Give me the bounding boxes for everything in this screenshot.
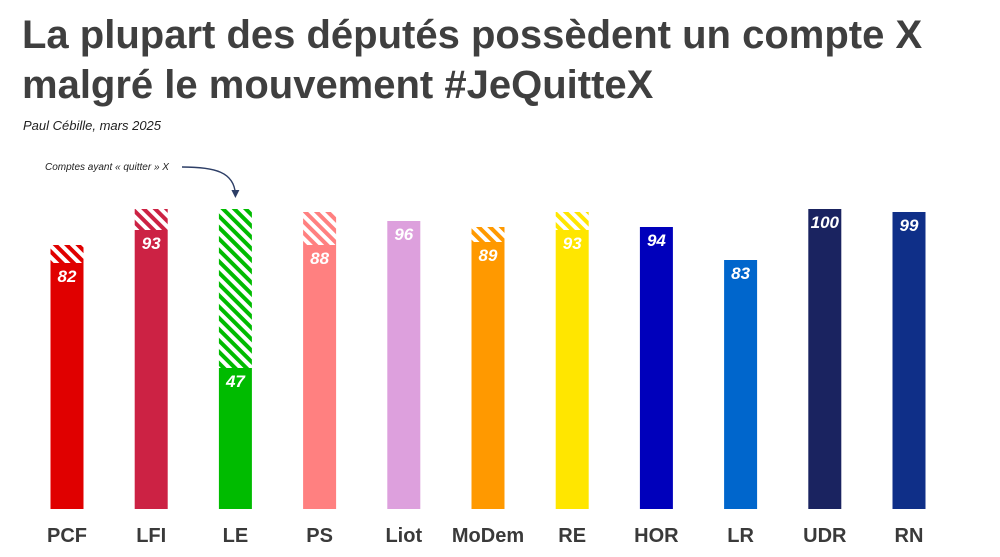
- value-label-modem: 89: [479, 246, 498, 265]
- value-label-lfi: 93: [142, 234, 161, 253]
- bar-quit-le: [218, 209, 252, 368]
- category-label-modem: MoDem: [452, 525, 524, 547]
- annotation-text: Comptes ayant « quitter » X: [45, 162, 169, 173]
- chart-subtitle: Paul Cébille, mars 2025: [23, 118, 162, 133]
- bar-hor: [639, 227, 673, 509]
- bar-lr: [724, 260, 758, 509]
- category-label-udr: UDR: [803, 525, 847, 547]
- bar-quit-lfi: [134, 209, 168, 230]
- bar-quit-modem: [471, 227, 505, 242]
- value-label-lr: 83: [731, 264, 750, 283]
- value-label-liot: 96: [394, 225, 413, 244]
- bar-quit-ps: [303, 212, 337, 245]
- category-label-ps: PS: [306, 525, 333, 547]
- chart-title-line-2: malgré le mouvement #JeQuitteX: [22, 63, 654, 107]
- bar-pcf: [50, 263, 84, 509]
- category-label-liot: Liot: [385, 525, 422, 547]
- annotation-arrow-head: [231, 190, 240, 198]
- bar-re: [555, 230, 589, 509]
- annotation-arrow-line: [181, 166, 237, 195]
- category-label-re: RE: [558, 525, 586, 547]
- value-label-udr: 100: [811, 213, 840, 232]
- bar-le: [218, 368, 252, 509]
- category-label-rn: RN: [895, 525, 924, 547]
- value-label-rn: 99: [900, 216, 919, 235]
- bar-liot: [387, 221, 421, 509]
- value-label-re: 93: [563, 234, 582, 253]
- chart-title-line-1: La plupart des députés possèdent un comp…: [22, 13, 923, 57]
- category-label-lr: LR: [727, 525, 754, 547]
- bar-udr: [808, 209, 842, 509]
- category-label-lfi: LFI: [136, 525, 166, 547]
- value-label-pcf: 82: [58, 267, 77, 286]
- category-label-hor: HOR: [634, 525, 679, 547]
- bar-modem: [471, 242, 505, 509]
- bar-ps: [303, 245, 337, 509]
- bar-quit-pcf: [50, 245, 84, 263]
- value-label-ps: 88: [310, 249, 329, 268]
- value-label-le: 47: [225, 372, 246, 391]
- category-label-pcf: PCF: [47, 525, 87, 547]
- bar-quit-re: [555, 212, 589, 230]
- bar-rn: [892, 212, 926, 509]
- value-label-hor: 94: [647, 231, 666, 250]
- chart-title: La plupart des députés possèdent un comp…: [22, 10, 992, 110]
- category-label-le: LE: [223, 525, 249, 547]
- bar-lfi: [134, 230, 168, 509]
